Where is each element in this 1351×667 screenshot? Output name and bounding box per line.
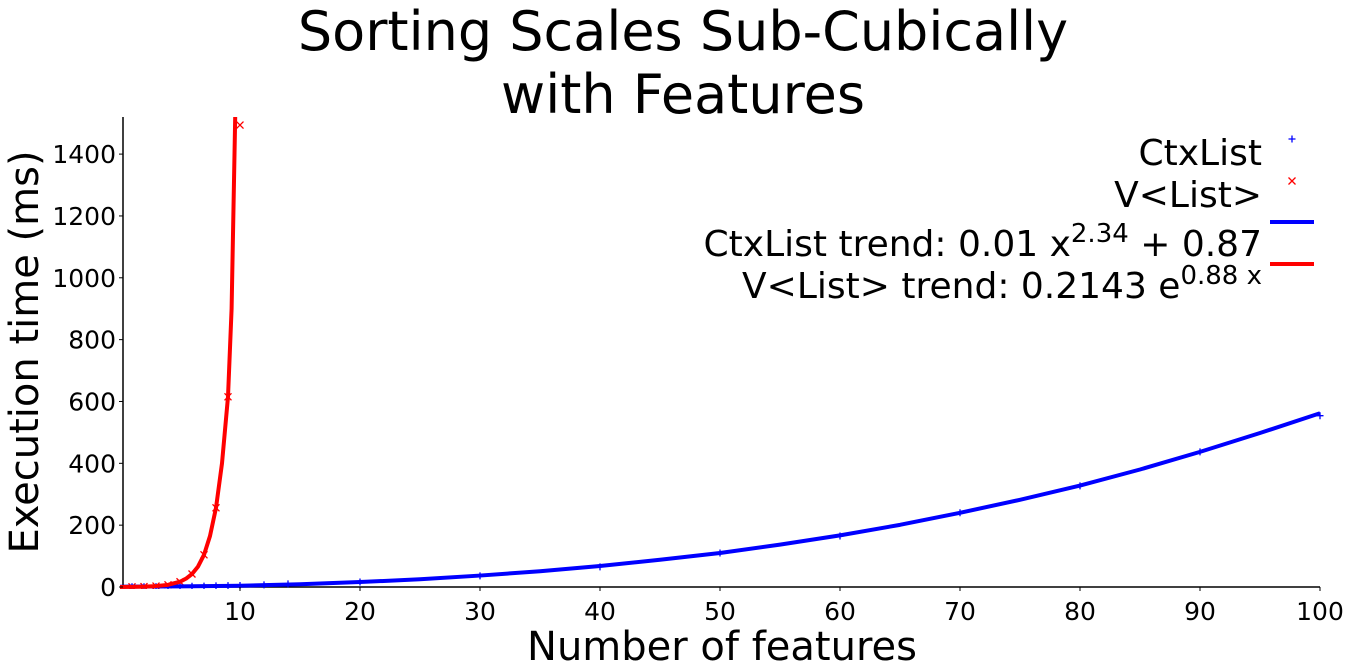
y-tick-label: 1200	[52, 202, 116, 231]
chart-title: with Features	[501, 63, 865, 126]
y-tick-label: 0	[100, 573, 116, 602]
x-tick-label: 90	[1184, 597, 1216, 626]
legend-label-part: 0.88 x	[1180, 261, 1262, 291]
data-point	[236, 121, 244, 129]
x-tick-label: 20	[344, 597, 376, 626]
legend-swatch	[1288, 177, 1296, 185]
x-tick-label: 60	[824, 597, 856, 626]
chart-title: Sorting Scales Sub-Cubically	[298, 0, 1068, 63]
legend-label: CtxList trend: 0.01 x2.34 + 0.87	[704, 219, 1262, 265]
y-tick-label: 200	[68, 511, 116, 540]
legend-label: V<List>	[1114, 175, 1262, 216]
y-tick-label: 600	[68, 387, 116, 416]
x-tick-label: 40	[584, 597, 616, 626]
legend-label-part: + 0.87	[1129, 224, 1262, 265]
y-tick-label: 400	[68, 449, 116, 478]
legend-label-part: 2.34	[1071, 219, 1129, 249]
y-tick-label: 800	[68, 326, 116, 355]
trend-line	[120, 411, 1321, 589]
y-axis-label: Execution time (ms)	[2, 150, 48, 553]
legend-label-part: V<List> trend: 0.2143 e	[742, 266, 1180, 307]
legend-label: V<List> trend: 0.2143 e0.88 x	[742, 261, 1262, 307]
x-tick-label: 50	[704, 597, 736, 626]
legend-label: CtxList	[1139, 133, 1263, 174]
y-tick-label: 1000	[52, 264, 116, 293]
x-tick-label: 70	[944, 597, 976, 626]
x-tick-label: 100	[1296, 597, 1344, 626]
trend-line	[120, 117, 238, 589]
x-tick-label: 10	[224, 597, 256, 626]
y-tick-label: 1400	[52, 140, 116, 169]
plot-area	[120, 117, 1324, 589]
x-tick-label: 80	[1064, 597, 1096, 626]
legend-swatch	[1288, 135, 1296, 143]
legend-label-part: CtxList trend: 0.01 x	[704, 224, 1071, 265]
x-axis-label: Number of features	[527, 624, 917, 667]
x-tick-label: 30	[464, 597, 496, 626]
